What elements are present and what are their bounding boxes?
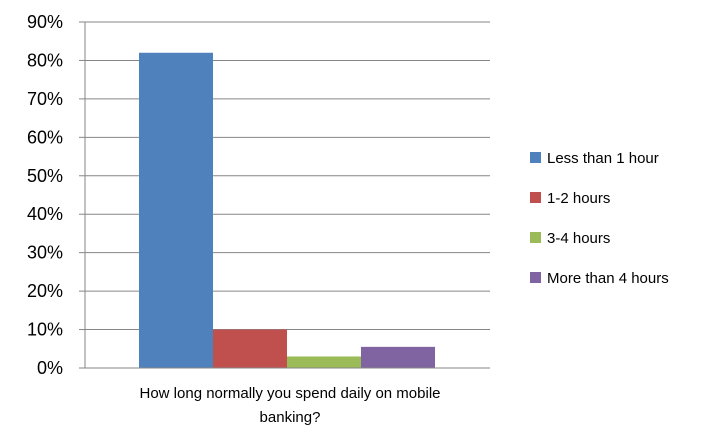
y-tick-label: 40%	[27, 204, 63, 224]
y-tick-label: 0%	[37, 358, 63, 378]
legend-label: 3-4 hours	[547, 230, 610, 247]
y-axis-tick-labels: 0% 10% 20% 30% 40% 50% 60% 70% 80% 90%	[27, 12, 63, 378]
y-tick-label: 60%	[27, 127, 63, 147]
legend-label: Less than 1 hour	[547, 150, 659, 167]
bar-1-2-hours	[213, 329, 287, 368]
y-tick-label: 10%	[27, 320, 63, 340]
legend-label: 1-2 hours	[547, 190, 610, 207]
y-tick-label: 30%	[27, 243, 63, 263]
x-axis-title-line-1: How long normally you spend daily on mob…	[140, 385, 441, 402]
bar-more-than-4-hours	[361, 346, 435, 368]
y-tick-label: 80%	[27, 50, 63, 70]
y-tick-label: 50%	[27, 166, 63, 186]
legend-swatch	[530, 192, 541, 203]
x-axis-title-line-2: banking?	[260, 409, 321, 426]
bar-less-than-1-hour	[139, 52, 213, 368]
y-tick-label: 70%	[27, 89, 63, 109]
y-tick-label: 90%	[27, 12, 63, 32]
legend: Less than 1 hour 1-2 hours 3-4 hours More t…	[530, 150, 669, 287]
bar-3-4-hours	[287, 356, 361, 368]
legend-swatch	[530, 152, 541, 163]
legend-swatch	[530, 272, 541, 283]
legend-swatch	[530, 232, 541, 243]
bars	[139, 52, 435, 368]
y-tick-label: 20%	[27, 281, 63, 301]
legend-label: More than 4 hours	[547, 270, 669, 287]
